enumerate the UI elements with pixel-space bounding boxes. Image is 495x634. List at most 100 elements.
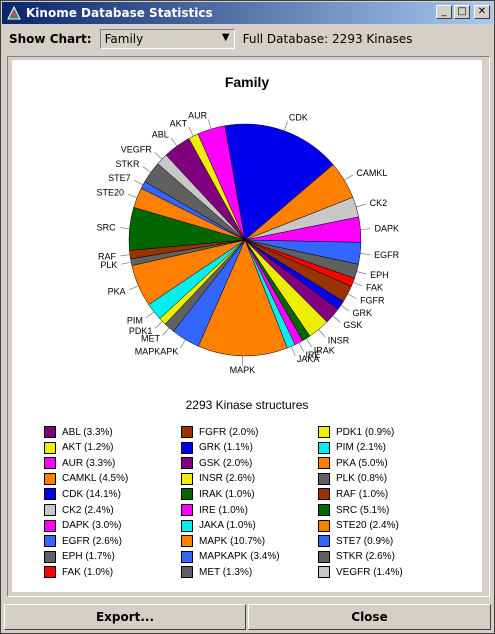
minimize-button[interactable]: _ [436,5,452,19]
legend-label: DAPK (3.0%) [62,520,122,532]
pie-label-grk: GRK [352,308,372,318]
legend-item: RAF (1.0%) [318,488,389,501]
legend-item: SRC (5.1%) [318,504,389,516]
legend-swatch [181,550,193,563]
pie-leader-line [121,261,132,265]
database-label: Full Database: 2293 Kinases [242,32,413,46]
legend-item: MET (1.3%) [181,566,252,579]
pie-leader-line [283,121,288,131]
legend-label: ABL (3.3%) [62,426,113,438]
legend-item: PIM (2.1%) [318,441,387,454]
pie-label-pim: PIM [127,315,143,325]
legend-label: GSK (2.0%) [199,457,253,469]
pie-label-ste20: STE20 [96,188,124,198]
window-title: Kinome Database Statistics [26,6,213,20]
pie-leader-line [360,253,371,255]
close-button[interactable]: Close [248,604,491,630]
legend-label: AUR (3.3%) [62,457,116,469]
legend-label: EPH (1.7%) [62,551,115,563]
legend-swatch [181,566,193,579]
pie-leader-line [318,329,326,338]
pie-label-ste7: STE7 [108,173,131,183]
legend-swatch [181,488,193,501]
chart-select[interactable]: Family ▼ [99,29,235,49]
pie-label-ire: IRE [305,350,320,360]
chart-area: CDK CAMKL CK2 DAPK EGFR EPH FAK FGFR GRK GSK INSR I… [12,60,482,592]
legend-swatch [181,441,193,454]
legend-swatch [318,457,330,470]
legend-swatch [44,550,56,563]
chart-subtitle: 2293 Kinase structures [185,398,309,412]
legend-swatch [44,504,56,516]
app-icon [7,5,21,20]
pie-leader-line [356,271,367,275]
pie-label-plk: PLK [100,260,117,270]
legend-label: PDK1 (0.9%) [336,426,395,438]
legend-swatch [318,535,330,548]
chart-panel [7,56,490,597]
legend-item: STE20 (2.4%) [318,519,399,532]
pie-label-pdk1: PDK1 [129,326,153,336]
pie-leader-line [188,127,194,137]
pie-label-irak: IRAK [314,345,335,355]
pie-leader-line [180,339,186,349]
maximize-button[interactable]: □ [454,5,470,19]
legend-item: PLK (0.8%) [318,472,388,485]
pie-leader-line [352,282,363,287]
legend-item: CDK (14.1%) [44,488,121,501]
pie-leader-line [306,338,312,348]
legend-item: EPH (1.7%) [44,550,115,563]
legend-label: PLK (0.8%) [336,473,388,485]
legend-label: FAK (1.0%) [62,566,114,578]
show-chart-label: Show Chart: [9,32,92,46]
legend-swatch [181,504,193,516]
pie-leader-line [142,166,152,173]
legend-label: MAPKAPK (3.4%) [199,551,280,563]
pie-leader-line [207,119,212,130]
legend-item: GSK (2.0%) [181,457,253,470]
close-window-button[interactable]: ✕ [474,5,490,19]
legend-label: SRC (5.1%) [336,504,390,516]
pie-leader-line [344,174,354,181]
legend-swatch [318,426,330,438]
export-button[interactable]: Export... [4,604,246,630]
pie-leader-line [360,228,371,230]
legend-swatch [44,566,56,579]
legend-item: STKR (2.6%) [318,550,395,563]
pie-label-insr: INSR [328,335,350,345]
pie-leader-line [119,254,130,257]
chart-select-value: Family [104,32,144,46]
pie-label-dapk: DAPK [374,223,399,233]
legend-item: ABL (3.3%) [44,426,113,438]
legend-swatch [318,472,330,485]
pie-leader-line [154,151,163,160]
legend-swatch [318,441,330,454]
pie-label-src: SRC [97,222,117,232]
pie-leader-line [127,193,138,198]
pie-leader-line [347,293,357,299]
legend-label: MAPK (10.7%) [199,535,266,547]
legend-item: VEGFR (1.4%) [318,566,403,579]
pie-leader-line [332,315,341,323]
pie-leader-line [170,137,178,147]
pie-label-met: MET [141,333,161,343]
legend-item: PKA (5.0%) [318,457,388,470]
legend-swatch [318,519,330,532]
legend-item: CAMKL (4.5%) [44,472,128,485]
legend-label: RAF (1.0%) [336,488,389,500]
pie-label-pka: PKA [108,286,126,296]
legend-item: GRK (1.1%) [181,441,253,454]
legend-label: STE20 (2.4%) [336,520,399,532]
legend-label: PIM (2.1%) [336,442,387,454]
legend-label: AKT (1.2%) [62,442,114,454]
window-controls: _ □ ✕ [436,5,490,19]
legend-item: EGFR (2.6%) [44,535,122,548]
legend-item: IRAK (1.0%) [181,488,255,501]
legend-swatch [318,488,330,501]
legend-label: JAKA (1.0%) [199,520,256,532]
pie-leader-line [129,285,139,291]
pie-label-vegfr: VEGFR [121,144,153,154]
pie-leader-line [162,327,170,336]
pie-leader-line [133,179,144,186]
title-bar[interactable]: Kinome Database Statistics _ □ ✕ [2,2,493,24]
